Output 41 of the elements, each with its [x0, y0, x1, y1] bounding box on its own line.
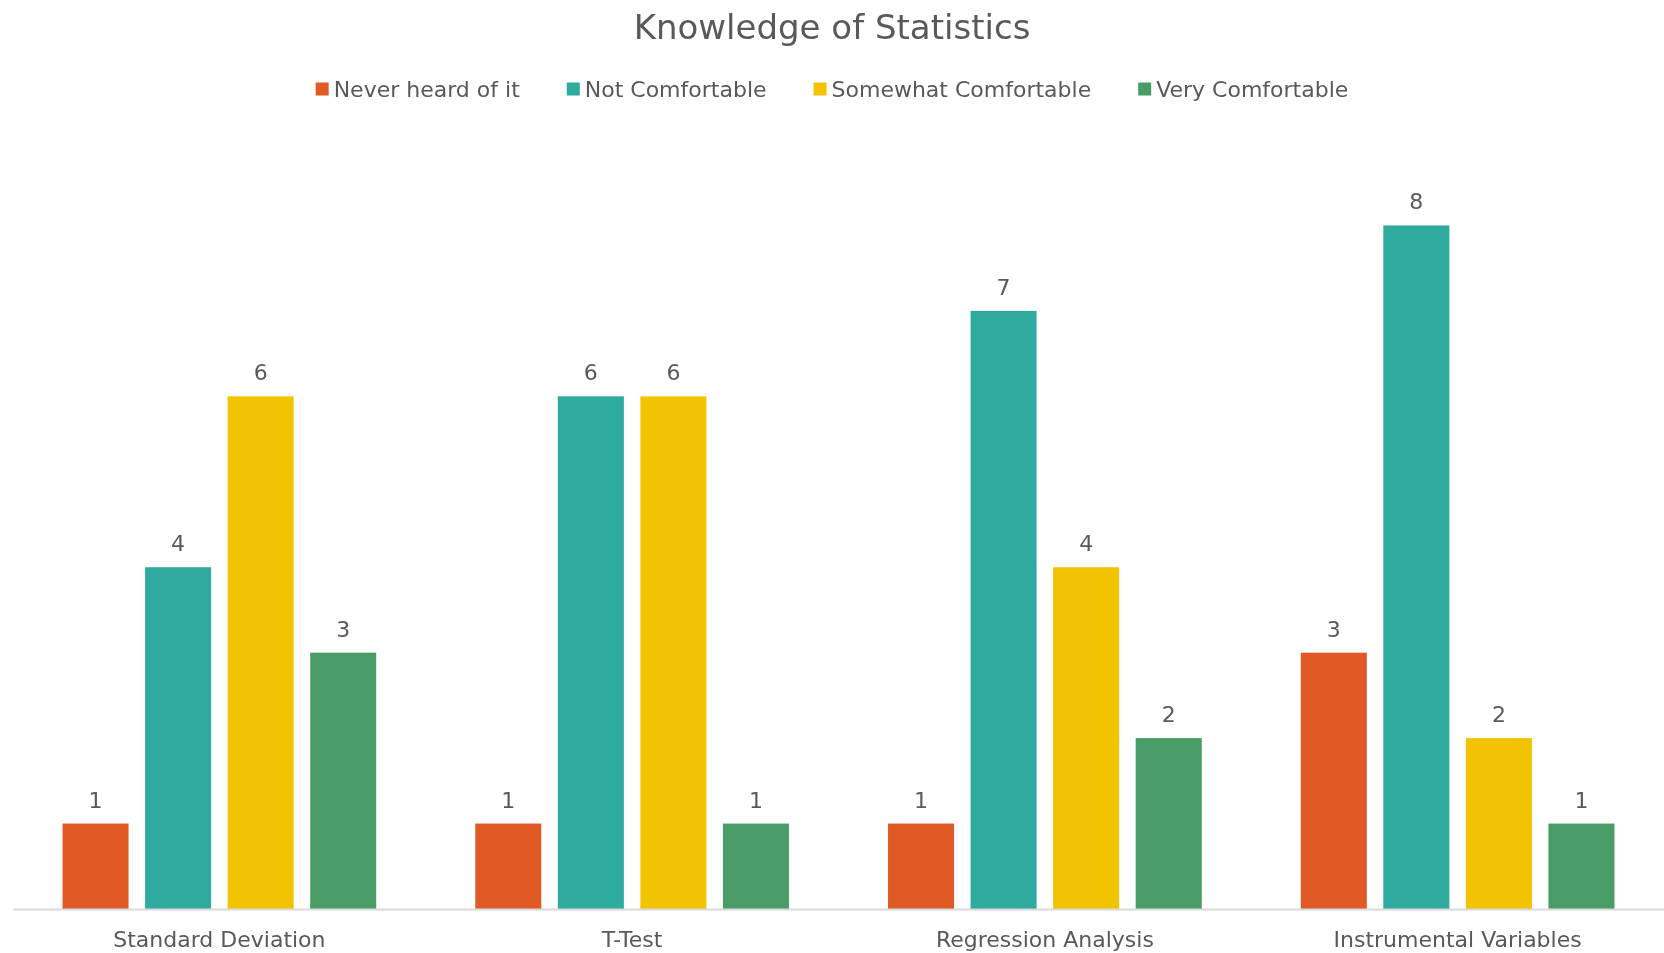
bar: [310, 652, 377, 909]
data-label: 6: [666, 360, 681, 386]
bar: [722, 823, 789, 909]
data-label: 4: [1079, 531, 1094, 557]
data-label: 7: [996, 274, 1011, 300]
bar: [1135, 738, 1202, 909]
data-label: 1: [88, 787, 103, 813]
legend-label: Somewhat Comfortable: [831, 76, 1092, 102]
data-label: 1: [914, 787, 929, 813]
legend-label: Never heard of it: [333, 76, 521, 102]
bar: [145, 567, 212, 909]
bar: [62, 823, 129, 909]
bar: [1465, 738, 1532, 909]
x-tick-label: Instrumental Variables: [1333, 926, 1582, 952]
data-label: 1: [748, 787, 763, 813]
bar: [475, 823, 542, 909]
x-tick-label: T-Test: [600, 926, 663, 952]
bar: [1383, 225, 1450, 909]
bar: [1548, 823, 1615, 909]
legend-label: Very Comfortable: [1156, 76, 1349, 102]
legend-label: Not Comfortable: [584, 76, 767, 102]
bar: [640, 396, 707, 909]
data-label: 6: [583, 360, 598, 386]
data-label: 8: [1409, 189, 1424, 215]
data-label: 2: [1491, 702, 1506, 728]
data-label: 1: [1574, 787, 1589, 813]
data-label: 2: [1161, 702, 1176, 728]
data-label: 3: [336, 616, 351, 642]
data-label: 3: [1326, 616, 1341, 642]
data-label: 6: [253, 360, 268, 386]
chart-title: Knowledge of Statistics: [633, 6, 1031, 47]
bar: [888, 823, 955, 909]
x-tick-label: Standard Deviation: [113, 926, 326, 952]
bar: [970, 310, 1037, 909]
bar: [1300, 652, 1367, 909]
bar: [1053, 567, 1120, 909]
data-label: 4: [171, 531, 186, 557]
data-label: 1: [501, 787, 516, 813]
bar: [557, 396, 624, 909]
bar: [227, 396, 294, 909]
x-tick-label: Regression Analysis: [935, 926, 1154, 952]
